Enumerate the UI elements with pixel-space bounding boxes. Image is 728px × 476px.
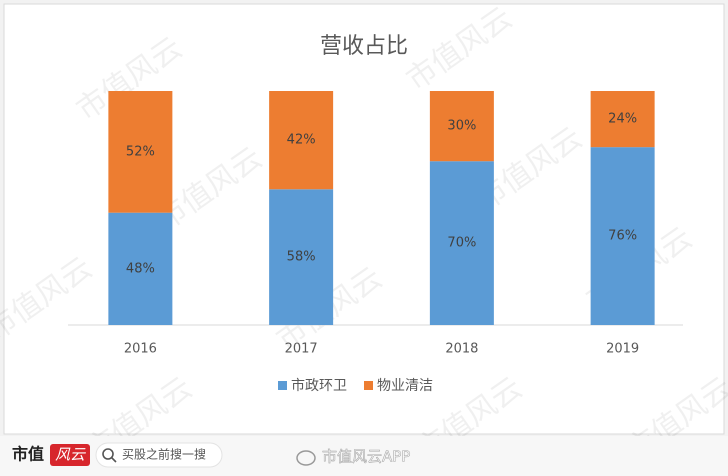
legend-swatch [364, 381, 373, 390]
data-label: 70% [447, 236, 476, 251]
logo-badge-box [50, 444, 90, 466]
data-label: 52% [126, 144, 155, 159]
x-tick-label: 2019 [606, 342, 639, 357]
bar-segment [108, 91, 173, 213]
search-icon-handle [111, 457, 117, 463]
bar-segment [269, 91, 334, 190]
weibo-handle: 市值风云APP [322, 448, 410, 466]
data-label: 58% [287, 250, 316, 265]
plot: 48% 52% 2016 58% 42% 2017 70% 30% 2018 76% 24% 2019… [68, 91, 683, 394]
bar-segment [108, 212, 173, 325]
data-label: 76% [608, 229, 637, 244]
legend-swatch [278, 381, 287, 390]
x-tick-label: 2016 [124, 342, 157, 357]
weibo-icon [296, 450, 316, 466]
bar-segment [590, 147, 655, 325]
x-tick-label: 2018 [445, 342, 478, 357]
bar-segment [269, 189, 334, 325]
search-text[interactable]: 买股之前搜一搜 [122, 447, 206, 462]
logo-main: 市值 [12, 445, 44, 464]
data-label: 48% [126, 261, 155, 276]
search-icon [102, 448, 114, 460]
bar-segment [429, 91, 494, 162]
bar-segment [590, 91, 655, 148]
legend-label: 市政环卫 [291, 377, 347, 394]
search-box[interactable] [95, 442, 223, 468]
data-label: 42% [287, 133, 316, 148]
legend-label: 物业清洁 [377, 378, 433, 394]
x-tick-label: 2017 [285, 342, 318, 357]
chart-title: 营收占比 [320, 34, 408, 59]
logo-badge: 风云 [55, 446, 86, 464]
bar-segment [429, 161, 494, 325]
data-label: 24% [608, 112, 637, 127]
data-label: 30% [447, 119, 476, 134]
